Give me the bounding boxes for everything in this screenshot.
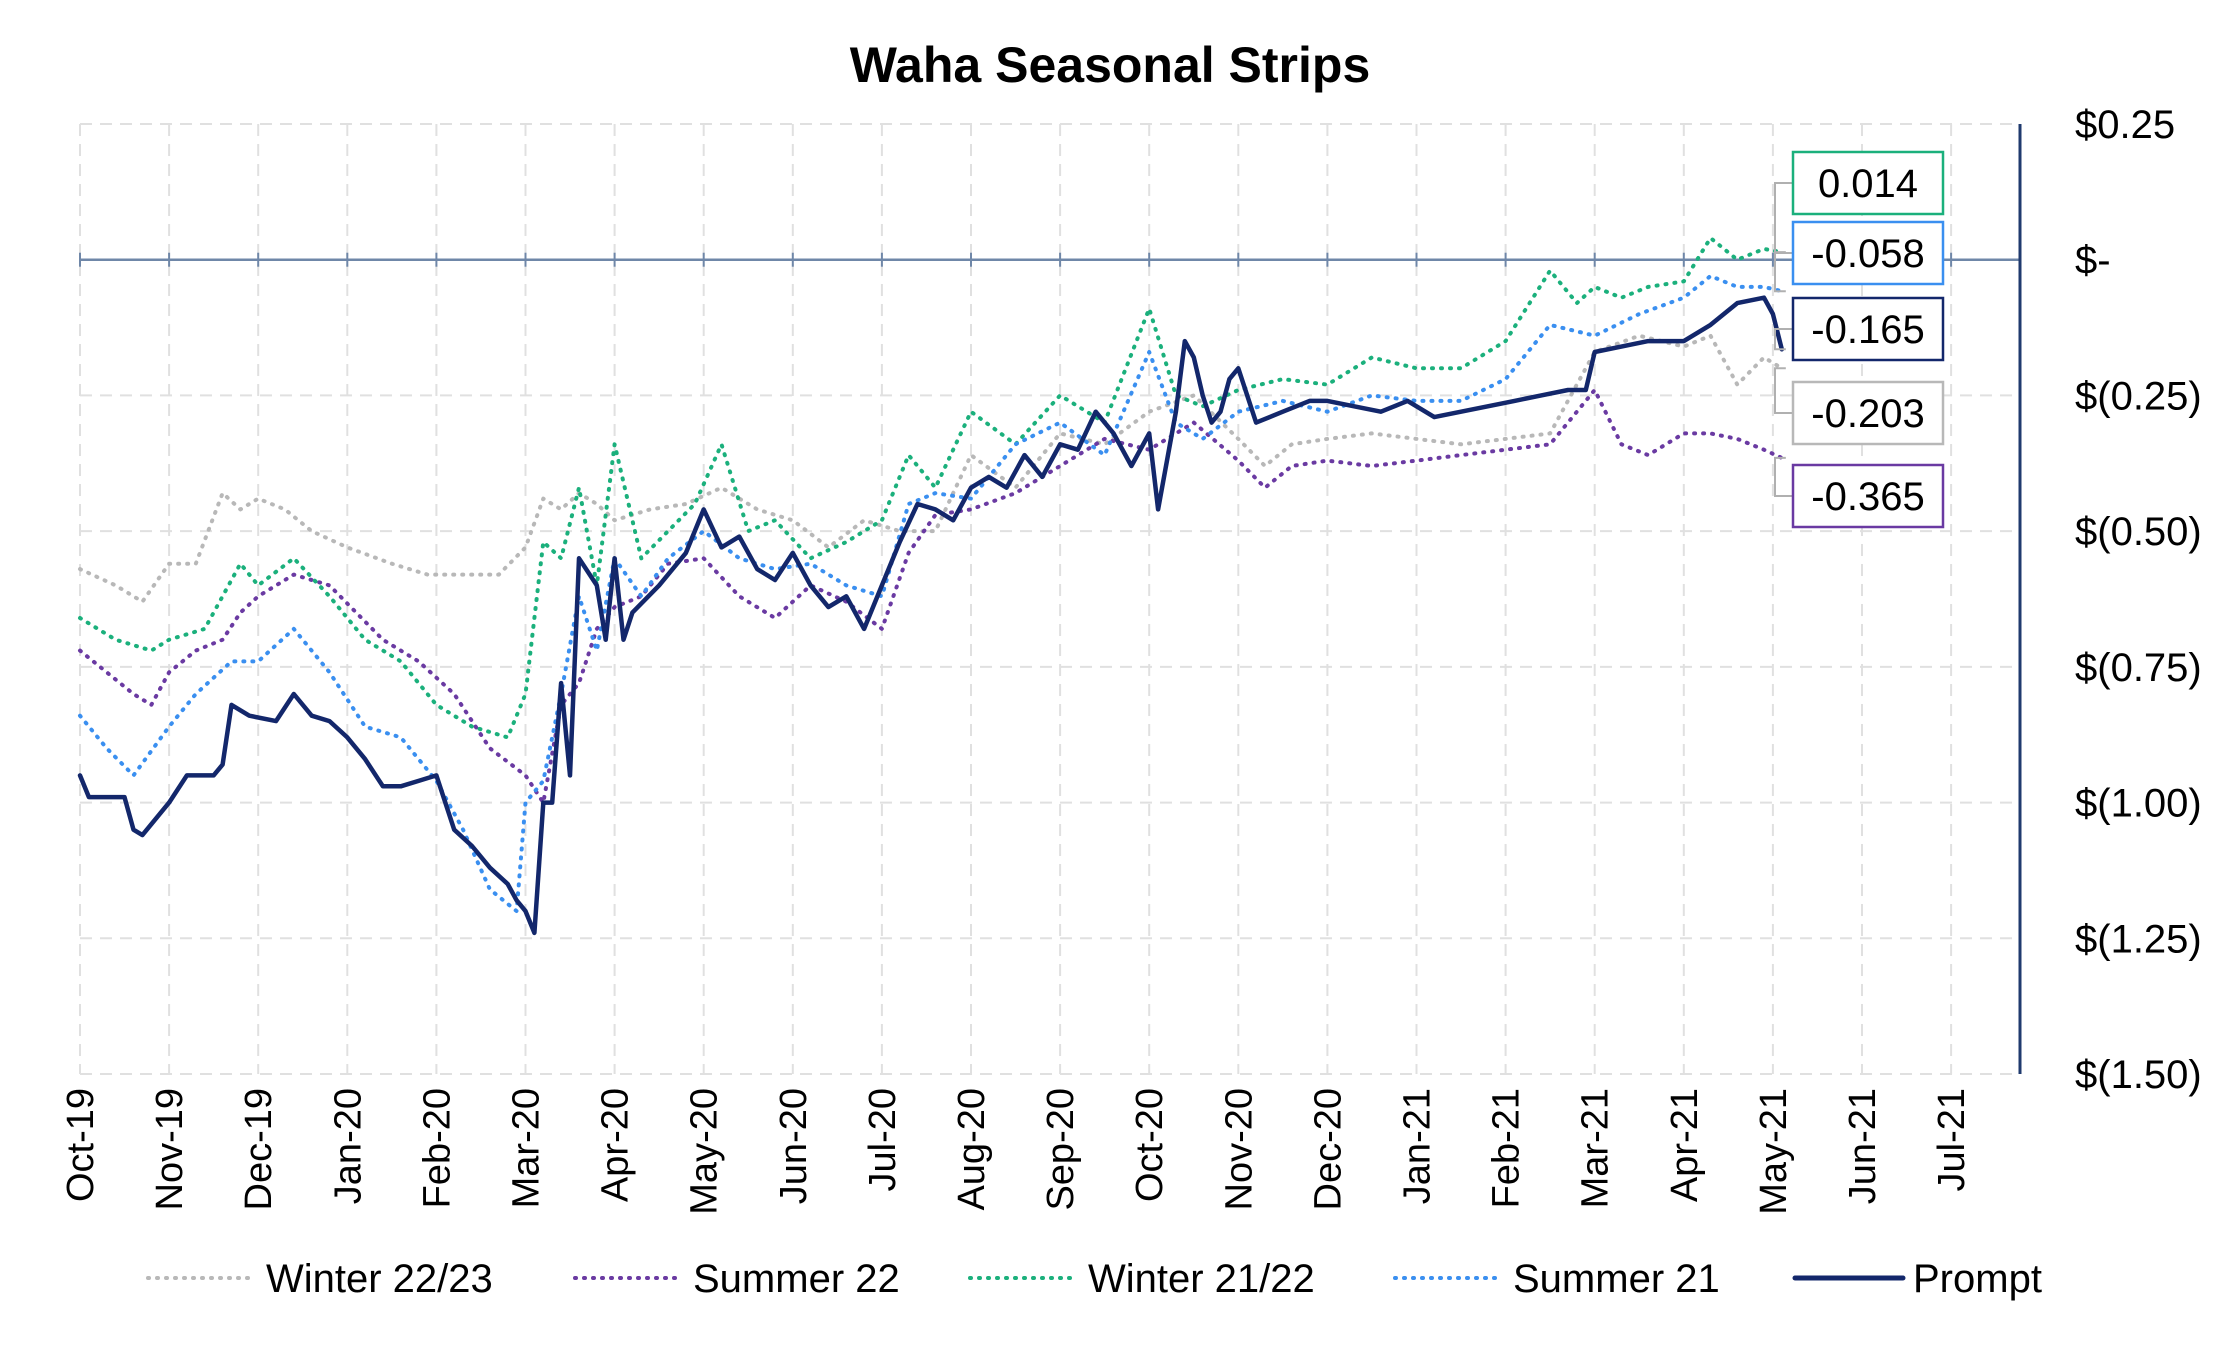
x-tick-label: Apr-20 (595, 1088, 637, 1202)
x-tick-label: Oct-20 (1129, 1088, 1171, 1202)
x-tick-label: Mar-21 (1575, 1088, 1617, 1208)
x-tick-label: Jan-21 (1397, 1088, 1439, 1204)
x-tick-label: Jul-20 (862, 1088, 904, 1192)
series-group (77, 236, 1785, 936)
x-tick-label: May-20 (684, 1088, 726, 1215)
axes: $0.25 $- $(0.25) $(0.50) $(0.75) $(1.00) $(1.2… (60, 103, 2202, 1215)
series-line-winter-22-23 (78, 333, 1784, 604)
y-tick-label: $0.25 (2075, 103, 2175, 147)
x-tick-label: Jul-21 (1931, 1088, 1973, 1192)
x-tick-label: Sep-20 (1040, 1088, 1082, 1211)
end-label-box (1791, 296, 1945, 362)
legend-label: Winter 21/22 (1088, 1257, 1315, 1301)
chart-title: Waha Seasonal Strips (850, 37, 1371, 93)
end-label-leader (1774, 182, 1793, 254)
y-tick-label: $(0.25) (2075, 374, 2202, 418)
x-tick-label: Dec-19 (238, 1088, 280, 1211)
x-tick-label: May-21 (1753, 1088, 1795, 1215)
end-label-leader (1774, 456, 1793, 497)
end-label-box (1791, 150, 1945, 216)
x-tick-label: Nov-19 (149, 1088, 191, 1211)
legend-label: Summer 22 (693, 1257, 900, 1301)
grid (79, 123, 2020, 1075)
end-labels: 0.014 -0.058 -0.165 -0.203 -0.365 (1774, 150, 1945, 529)
end-label-leader (1774, 252, 1793, 293)
x-tick-label: Jun-20 (773, 1088, 815, 1204)
y-tick-label: $- (2075, 239, 2111, 283)
y-tick-label: $(1.25) (2075, 917, 2202, 961)
end-label-leader (1774, 367, 1793, 414)
y-tick-label: $(0.75) (2075, 646, 2202, 690)
x-tick-label: Mar-20 (506, 1088, 548, 1208)
series-line-summer-22 (78, 388, 1784, 805)
end-label-box (1791, 463, 1945, 529)
x-tick-label: Feb-21 (1486, 1088, 1528, 1208)
x-tick-label: Jun-21 (1842, 1088, 1884, 1204)
end-value-label: 0.014 (1818, 162, 1918, 206)
end-value-label: -0.203 (1811, 392, 1924, 436)
end-value-label: -0.165 (1811, 308, 1924, 352)
x-tick-label: Apr-21 (1664, 1088, 1706, 1202)
end-label-box (1791, 380, 1945, 446)
x-tick-label: Jan-20 (327, 1088, 369, 1204)
end-label-leader (1774, 328, 1793, 351)
series-line-winter-21-22 (78, 236, 1784, 740)
x-tick-label: Nov-20 (1218, 1088, 1260, 1211)
series-line-summer-21 (78, 274, 1784, 914)
x-tick-label: Oct-19 (60, 1088, 102, 1202)
x-tick-label: Dec-20 (1307, 1088, 1349, 1211)
x-tick-label: Feb-20 (416, 1088, 458, 1208)
end-value-label: -0.058 (1811, 232, 1924, 276)
x-tick-label: Aug-20 (951, 1088, 993, 1211)
legend-label: Winter 22/23 (266, 1257, 493, 1301)
end-label-box (1791, 220, 1945, 286)
y-tick-label: $(1.50) (2075, 1053, 2202, 1097)
end-value-label: -0.365 (1811, 475, 1924, 519)
series-line-prompt (77, 295, 1785, 936)
legend-label: Prompt (1913, 1257, 2042, 1301)
y-tick-label: $(0.50) (2075, 510, 2202, 554)
legend-label: Summer 21 (1513, 1257, 1720, 1301)
legend: Winter 22/23 Summer 22 Winter 21/22 Summer … (146, 1257, 2042, 1301)
y-tick-label: $(1.00) (2075, 782, 2202, 826)
